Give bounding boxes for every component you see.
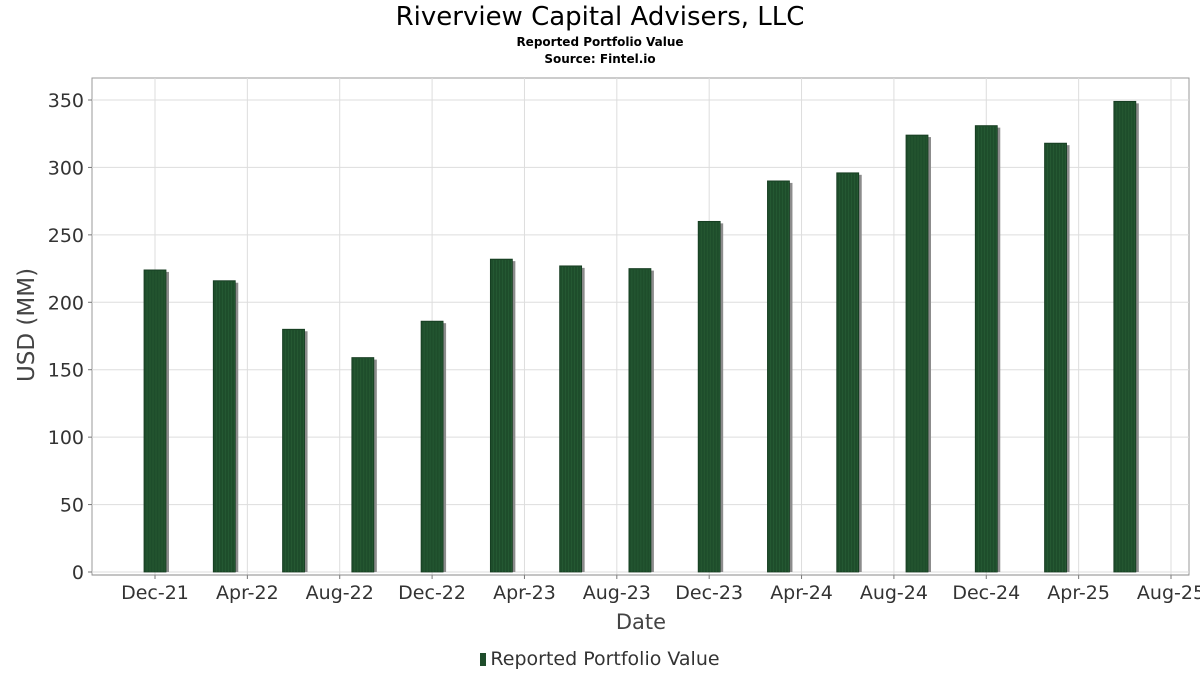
bar: [905, 134, 929, 573]
bar: [697, 220, 721, 573]
bar: [1113, 100, 1137, 573]
legend: Reported Portfolio Value: [0, 648, 1200, 670]
x-tick-label: Dec-21: [121, 582, 189, 604]
bar: [559, 265, 583, 573]
x-tick-label: Apr-24: [770, 582, 833, 604]
x-axis-label: Date: [616, 610, 666, 634]
chart-title: Riverview Capital Advisers, LLC: [395, 2, 805, 32]
bar: [420, 320, 444, 573]
chart-subtitle: Reported Portfolio Value: [516, 35, 684, 49]
bar: [767, 180, 790, 573]
bar: [628, 268, 652, 573]
x-tick-label: Dec-24: [952, 582, 1020, 604]
x-tick-label: Aug-23: [583, 582, 651, 604]
y-tick-label: 200: [48, 292, 84, 314]
x-tick-label: Aug-24: [860, 582, 928, 604]
y-tick-label: 0: [72, 562, 84, 584]
bar: [212, 280, 236, 573]
x-tick-label: Dec-22: [398, 582, 466, 604]
x-tick-label: Apr-25: [1047, 582, 1110, 604]
y-tick-label: 150: [48, 360, 84, 382]
bar: [282, 328, 305, 573]
legend-swatch: [480, 653, 487, 666]
bar: [143, 269, 167, 573]
y-tick-label: 300: [48, 157, 84, 179]
axes: 0 50 100 150 200 250 300 350 Dec-21 Apr-22 Aug-22 D…: [48, 90, 1200, 604]
bar: [489, 258, 513, 573]
chart-source: Source: Fintel.io: [544, 52, 656, 66]
bar: [836, 172, 860, 573]
y-axis-label: USD (MM): [14, 268, 40, 382]
x-tick-label: Dec-23: [675, 582, 743, 604]
y-tick-label: 250: [48, 225, 84, 247]
x-tick-label: Apr-22: [216, 582, 279, 604]
bars: [143, 100, 1139, 573]
y-tick-label: 350: [48, 90, 84, 112]
bar: [1044, 142, 1067, 573]
y-tick-label: 50: [60, 495, 84, 517]
bar: [351, 357, 375, 573]
y-tick-label: 100: [48, 427, 84, 449]
x-tick-label: Aug-22: [306, 582, 374, 604]
x-tick-label: Aug-25: [1137, 582, 1200, 604]
bar: [974, 125, 998, 573]
x-tick-label: Apr-23: [493, 582, 556, 604]
legend-label: Reported Portfolio Value: [490, 648, 720, 670]
